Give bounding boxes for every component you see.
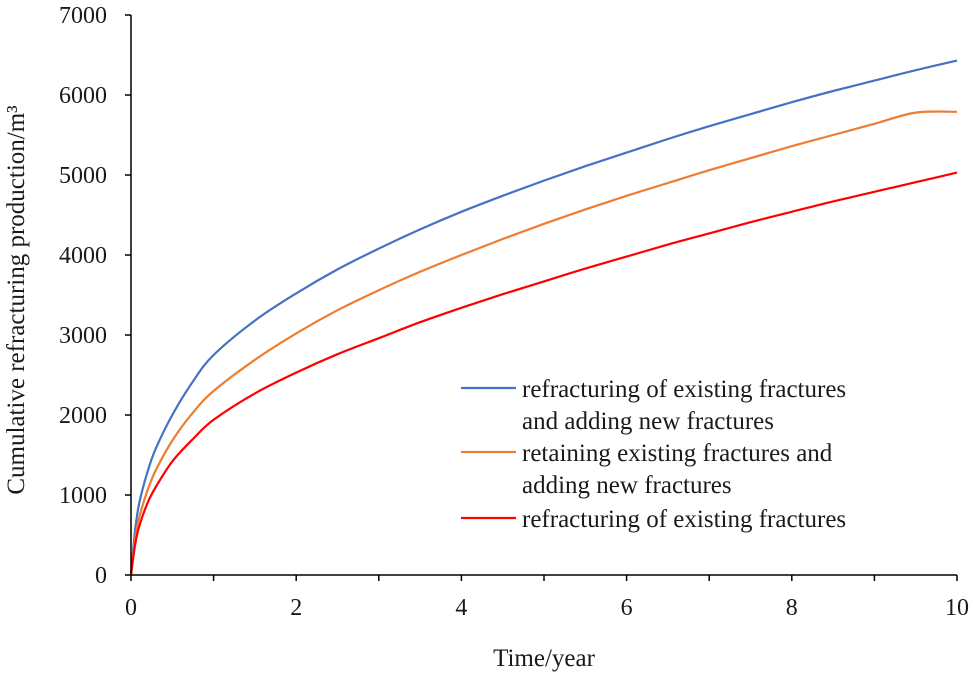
x-axis-ticks: 0 2 4 6 8 10: [125, 575, 969, 621]
series-line-3: [129, 171, 958, 576]
x-tick-label: 8: [786, 595, 798, 621]
plot-area: [129, 59, 958, 576]
x-tick-label: 0: [125, 595, 137, 621]
series-line-2: [129, 110, 958, 576]
legend-label: retaining existing fractures and: [522, 440, 833, 467]
series-line-1: [129, 59, 958, 576]
y-axis-ticks: 0 1000 2000 3000 4000 5000 6000 7000: [59, 3, 131, 589]
legend: refracturing of existing fractures and ad…: [461, 376, 846, 533]
legend-label: and adding new fractures: [522, 408, 774, 435]
x-axis-title: Time/year: [493, 645, 596, 672]
x-tick-label: 10: [945, 595, 969, 621]
legend-label: refracturing of existing fractures: [522, 506, 846, 533]
y-tick-label: 1000: [59, 483, 107, 509]
x-tick-label: 6: [621, 595, 633, 621]
x-tick-label: 4: [455, 595, 467, 621]
y-tick-label: 6000: [59, 83, 107, 109]
y-tick-label: 2000: [59, 403, 107, 429]
y-tick-label: 7000: [59, 3, 107, 29]
x-tick-label: 2: [290, 595, 302, 621]
y-tick-label: 4000: [59, 243, 107, 269]
y-tick-label: 3000: [59, 323, 107, 349]
y-axis-title: Cumulative refracturing production/m³: [3, 105, 30, 495]
legend-label: adding new fractures: [522, 472, 732, 499]
y-tick-label: 0: [95, 563, 107, 589]
legend-label: refracturing of existing fractures: [522, 376, 846, 403]
y-tick-label: 5000: [59, 163, 107, 189]
